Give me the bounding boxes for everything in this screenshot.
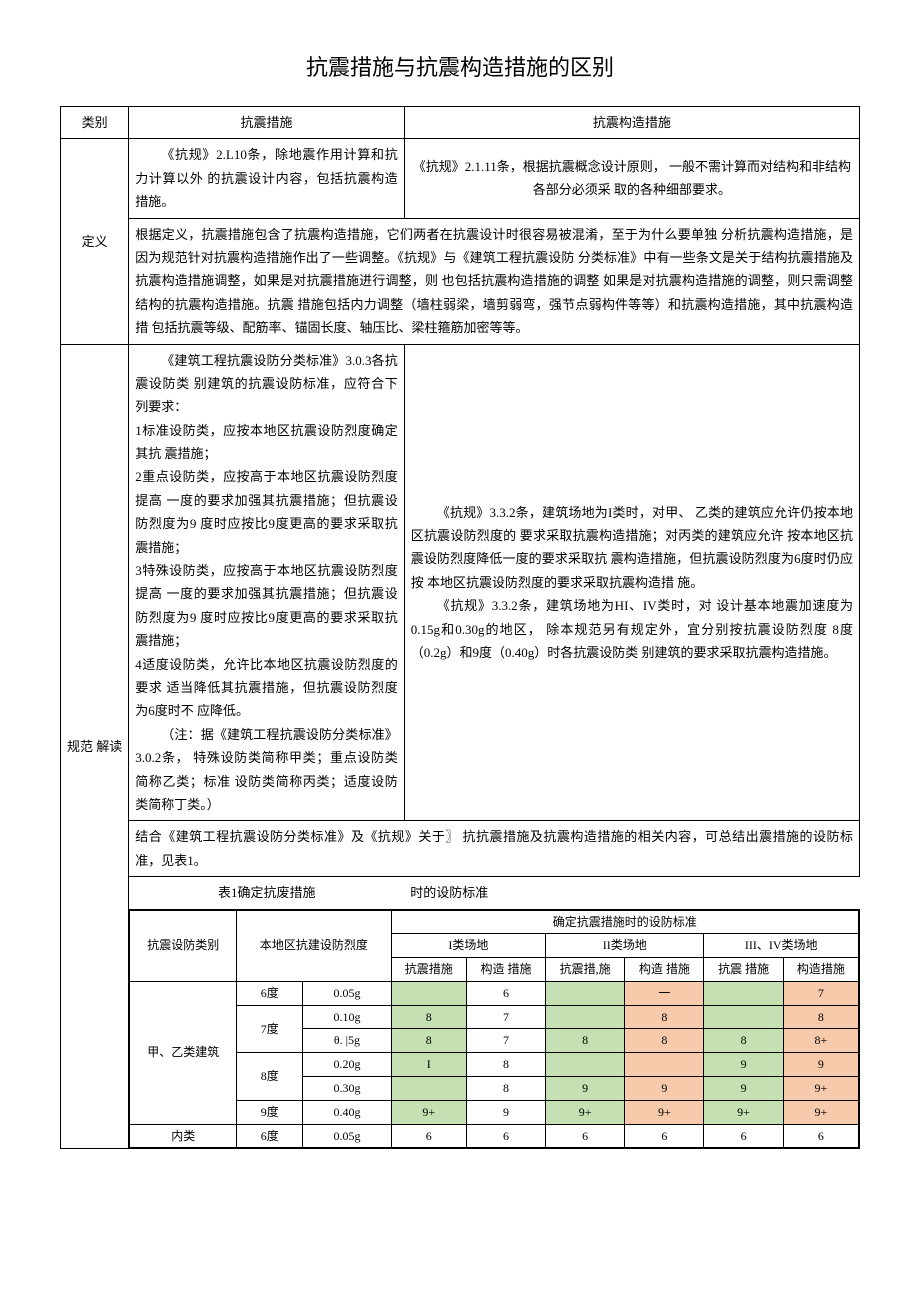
cell: 7	[783, 981, 858, 1005]
t1-h-s2: II类场地	[546, 934, 704, 958]
t1-h-kz1: 抗震措施	[391, 958, 466, 982]
cell: 8	[704, 1029, 783, 1053]
cell: 7	[466, 1029, 545, 1053]
combine-text: 结合《建筑工程抗震设防分类标准》及《抗规》关于〗 抗抗震措施及抗震构造措施的相关…	[129, 821, 860, 877]
t1-h-kz3: 抗震 措施	[704, 958, 783, 982]
cell: 9	[704, 1077, 783, 1101]
t1-cat2: 内类	[130, 1124, 237, 1148]
cell: 8	[391, 1029, 466, 1053]
cell: 8	[546, 1029, 625, 1053]
cell: 8	[783, 1005, 858, 1029]
table1-caption-left: 表1确定抗废措施	[129, 877, 405, 909]
cell: 9	[466, 1100, 545, 1124]
def-c1: 《抗规》2.L10条，除地震作用计算和抗力计算以外 的抗震设计内容，包括抗震构造…	[129, 139, 405, 218]
t1-h-gz1: 构造 措施	[466, 958, 545, 982]
cell: 6	[391, 1124, 466, 1148]
header-category: 类别	[61, 107, 129, 139]
def-note: 根据定义，抗震措施包含了抗震构造措施，它们两者在抗震设计时很容易被混淆，至于为什…	[129, 218, 860, 344]
t1-h-std: 确定抗震措施时的设防标准	[391, 910, 858, 934]
cell: 6	[625, 1124, 704, 1148]
t1-h-s1: I类场地	[391, 934, 545, 958]
cell: 0.05g	[303, 981, 391, 1005]
cell	[625, 1053, 704, 1077]
cell: 8	[625, 1029, 704, 1053]
cell: 9+	[391, 1100, 466, 1124]
cell: 9	[546, 1077, 625, 1101]
table1-caption-right: 时的设防标准	[404, 877, 859, 909]
cell: 6	[704, 1124, 783, 1148]
cell: 0.30g	[303, 1077, 391, 1101]
cell: 8+	[783, 1029, 858, 1053]
cell: 9+	[783, 1100, 858, 1124]
table1: 抗震设防类别 本地区抗建设防烈度 确定抗震措施时的设防标准 I类场地 II类场地…	[129, 910, 859, 1149]
cell	[391, 981, 466, 1005]
cell: 一	[625, 981, 704, 1005]
cell	[704, 981, 783, 1005]
cell: 9度	[237, 1100, 303, 1124]
cell: 9+	[704, 1100, 783, 1124]
cell: 0.20g	[303, 1053, 391, 1077]
cell: 8度	[237, 1053, 303, 1101]
page-title: 抗震措施与抗震构造措施的区别	[60, 50, 860, 82]
cell: 8	[391, 1005, 466, 1029]
cell: 6	[466, 981, 545, 1005]
cell: 9	[783, 1053, 858, 1077]
cell: 8	[625, 1005, 704, 1029]
cell	[546, 1005, 625, 1029]
header-col2: 抗震构造措施	[404, 107, 859, 139]
cell: 7	[466, 1005, 545, 1029]
t1-h-cat: 抗震设防类别	[130, 910, 237, 981]
t1-h-local: 本地区抗建设防烈度	[237, 910, 391, 981]
cell: I	[391, 1053, 466, 1077]
row-spec-label: 规范 解读	[61, 344, 129, 1149]
cell: 0.10g	[303, 1005, 391, 1029]
t1-h-s3: III、IV类场地	[704, 934, 859, 958]
cell	[391, 1077, 466, 1101]
cell	[546, 1053, 625, 1077]
cell: 7度	[237, 1005, 303, 1053]
cell: θ. |5g	[303, 1029, 391, 1053]
inner-table-cell: 抗震设防类别 本地区抗建设防烈度 确定抗震措施时的设防标准 I类场地 II类场地…	[129, 909, 860, 1149]
spec-c2: 《抗规》3.3.2条，建筑场地为I类时，对甲、 乙类的建筑应允许仍按本地区抗震设…	[404, 344, 859, 821]
main-table: 类别 抗震措施 抗震构造措施 定义 《抗规》2.L10条，除地震作用计算和抗力计…	[60, 106, 860, 1149]
cell: 6	[466, 1124, 545, 1148]
header-col1: 抗震措施	[129, 107, 405, 139]
cell: 9+	[546, 1100, 625, 1124]
row-def-label: 定义	[61, 139, 129, 344]
spec-c1: 《建筑工程抗震设防分类标准》3.0.3各抗震设防类 别建筑的抗震设防标准，应符合…	[129, 344, 405, 821]
cell: 9+	[783, 1077, 858, 1101]
cell: 6度	[237, 1124, 303, 1148]
t1-h-kz2: 抗震措,施	[546, 958, 625, 982]
cell: 6	[546, 1124, 625, 1148]
def-c2: 《抗规》2.1.11条，根据抗震概念设计原则， 一般不需计算而对结构和非结构各部…	[404, 139, 859, 218]
cell: 6度	[237, 981, 303, 1005]
cell: 8	[466, 1053, 545, 1077]
cell: 9	[625, 1077, 704, 1101]
cell	[704, 1005, 783, 1029]
cell: 8	[466, 1077, 545, 1101]
cell: 6	[783, 1124, 858, 1148]
t1-h-gz3: 构造措施	[783, 958, 858, 982]
cell: 9	[704, 1053, 783, 1077]
t1-cat1: 甲、乙类建筑	[130, 981, 237, 1124]
cell	[546, 981, 625, 1005]
cell: 0.40g	[303, 1100, 391, 1124]
cell: 9+	[625, 1100, 704, 1124]
cell: 0.05g	[303, 1124, 391, 1148]
t1-h-gz2: 构造 措施	[625, 958, 704, 982]
